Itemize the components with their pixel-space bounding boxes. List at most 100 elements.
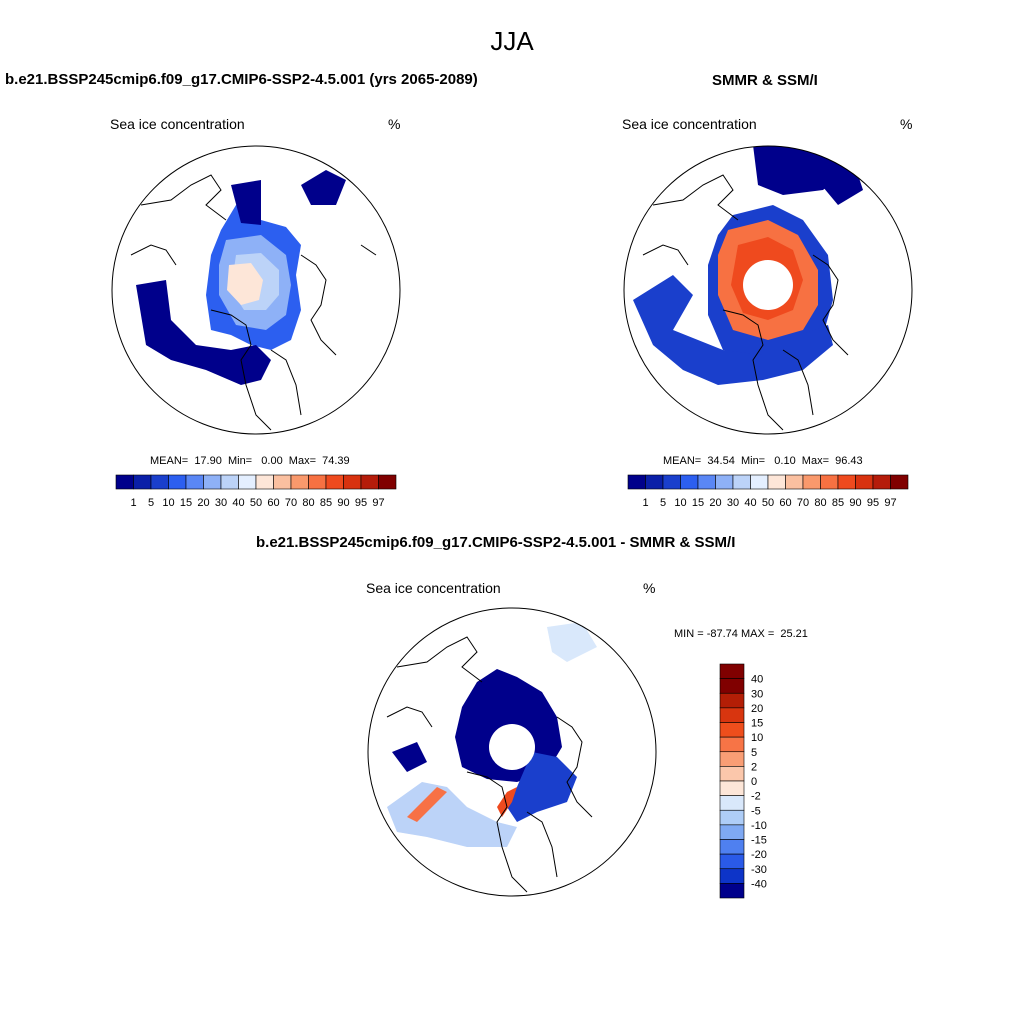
diff-stats: MIN = -87.74 MAX = 25.21: [674, 628, 808, 640]
figure-title: JJA: [490, 26, 534, 56]
diff-colorbar-tick-label: -10: [751, 820, 767, 832]
colorbar-tick-label: 95: [867, 497, 879, 509]
colorbar-swatch: [627, 474, 646, 490]
colorbar-swatch: [343, 474, 362, 490]
colorbar-tick-label: 40: [744, 497, 756, 509]
colorbar-tick-label: 85: [832, 497, 844, 509]
diff-colorbar-tick-label: -5: [751, 805, 761, 817]
diff-baffin-light-deficit: [547, 622, 597, 662]
diff-positive-streak-west: [407, 787, 447, 822]
colorbar-tick-label: 90: [849, 497, 861, 509]
diff-variable-label: Sea ice concentration: [366, 580, 501, 596]
obs-coastlines: [642, 174, 849, 431]
model-baffin-ice: [301, 170, 346, 205]
diff-eastern-deficit: [507, 752, 577, 822]
diff-colorbar-tick-label: -40: [751, 878, 767, 890]
colorbar-tick-label: 10: [674, 497, 686, 509]
colorbar-tick-label: 20: [709, 497, 721, 509]
colorbar-swatch: [837, 474, 856, 490]
diff-colorbar-tick-label: -15: [751, 835, 767, 847]
diff-colorbar-tick-label: -20: [751, 849, 767, 861]
colorbar-swatch: [185, 474, 204, 490]
diff-colorbar-swatch: [719, 751, 745, 767]
colorbar-swatch: [360, 474, 379, 490]
colorbar-swatch: [802, 474, 821, 490]
colorbar-swatch: [150, 474, 169, 490]
diff-colorbar-swatch: [719, 678, 745, 694]
diff-colorbar-tick-label: -30: [751, 864, 767, 876]
diff-colorbar-tick-label: 10: [751, 732, 763, 744]
colorbar-swatch: [855, 474, 874, 490]
diff-colorbar-tick-label: 2: [751, 761, 757, 773]
colorbar-tick-label: 15: [180, 497, 192, 509]
diff-colorbar-swatch: [719, 853, 745, 870]
diff-panel-title: b.e21.BSSP245cmip6.f09_g17.CMIP6-SSP2-4.…: [256, 534, 736, 551]
colorbar-swatch: [255, 474, 274, 490]
diff-colorbar-tick-label: 40: [751, 674, 763, 686]
colorbar-swatch: [168, 474, 187, 490]
colorbar-tick-label: 80: [814, 497, 826, 509]
colorbar-swatch: [290, 474, 309, 490]
diff-units-label: %: [643, 580, 656, 596]
diff-colorbar-swatch: [719, 809, 745, 826]
model-panel-title: b.e21.BSSP245cmip6.f09_g17.CMIP6-SSP2-4.…: [5, 71, 478, 88]
colorbar-swatch: [325, 474, 344, 490]
diff-colorbar-swatch: [719, 663, 745, 679]
model-barents-ice: [136, 280, 271, 385]
diff-colorbar-swatch: [719, 780, 745, 796]
diff-kara-deficit: [392, 742, 427, 772]
colorbar-swatch: [767, 474, 786, 490]
diff-colorbar-swatch: [719, 707, 745, 723]
diff-colorbar-swatch: [719, 883, 745, 899]
obs-variable-label: Sea ice concentration: [622, 116, 757, 132]
colorbar-swatch: [750, 474, 769, 490]
colorbar-tick-label: 30: [215, 497, 227, 509]
model-ice-core-field: [227, 263, 263, 305]
colorbar-swatch: [133, 474, 152, 490]
colorbar-swatch: [238, 474, 257, 490]
diff-coastlines: [386, 636, 593, 893]
obs-units-label: %: [900, 116, 913, 132]
colorbar-tick-label: 30: [727, 497, 739, 509]
colorbar-swatch: [785, 474, 804, 490]
colorbar-swatch: [820, 474, 839, 490]
diff-colorbar-swatch: [719, 692, 745, 709]
model-variable-label: Sea ice concentration: [110, 116, 245, 132]
colorbar-tick-label: 97: [884, 497, 896, 509]
model-polar-map: [111, 145, 401, 435]
colorbar-swatch: [872, 474, 891, 490]
colorbar-swatch: [378, 474, 397, 490]
colorbar-tick-label: 1: [642, 497, 648, 509]
colorbar-tick-label: 5: [148, 497, 154, 509]
obs-stats: MEAN= 34.54 Min= 0.10 Max= 96.43: [663, 455, 863, 467]
diff-colorbar-swatch: [719, 868, 745, 884]
diff-colorbar-swatch: [719, 722, 745, 738]
colorbar-tick-label: 80: [302, 497, 314, 509]
model-stats: MEAN= 17.90 Min= 0.00 Max= 74.39: [150, 455, 350, 467]
colorbar-swatch: [645, 474, 664, 490]
diff-colorbar-swatch: [719, 839, 745, 855]
obs-polar-map: [623, 145, 913, 435]
colorbar-tick-label: 70: [797, 497, 809, 509]
colorbar-swatch: [662, 474, 681, 490]
diff-colorbar-tick-label: 15: [751, 718, 763, 730]
model-units-label: %: [388, 116, 401, 132]
colorbar-tick-label: 97: [372, 497, 384, 509]
colorbar-swatch: [697, 474, 716, 490]
colorbar-tick-label: 40: [232, 497, 244, 509]
colorbar-swatch: [273, 474, 292, 490]
colorbar-tick-label: 20: [197, 497, 209, 509]
colorbar-swatch: [220, 474, 239, 490]
colorbar-tick-label: 5: [660, 497, 666, 509]
colorbar-swatch: [680, 474, 699, 490]
colorbar-swatch: [732, 474, 751, 490]
diff-positive-streak: [497, 787, 517, 817]
diff-colorbar-swatch: [719, 824, 745, 840]
obs-colorbar: 1 5 10 15 20 30 40 50 60 70 80 85 90 95 97: [627, 474, 909, 509]
colorbar-tick-label: 70: [285, 497, 297, 509]
colorbar-tick-label: 90: [337, 497, 349, 509]
diff-colorbar-tick-label: 30: [751, 688, 763, 700]
colorbar-tick-label: 50: [762, 497, 774, 509]
diff-colorbar-swatch: [719, 736, 745, 753]
